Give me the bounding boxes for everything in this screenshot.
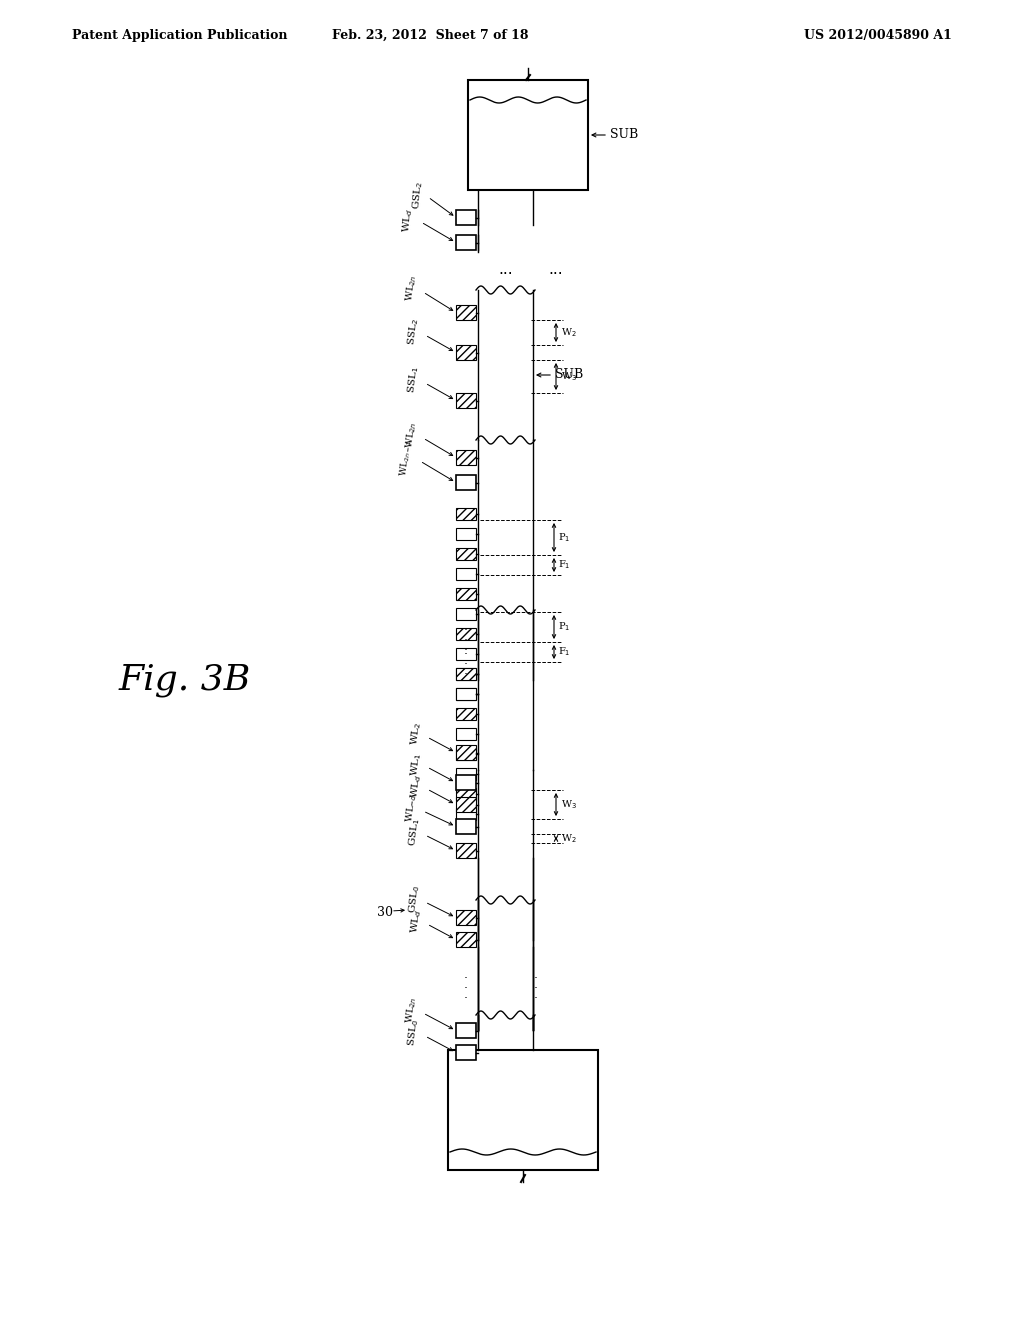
Text: .: . bbox=[464, 639, 468, 652]
Text: .: . bbox=[534, 989, 538, 1002]
Text: .: . bbox=[464, 644, 468, 656]
Text: ...: ... bbox=[548, 263, 563, 277]
Bar bbox=[456, 688, 476, 700]
Bar bbox=[456, 528, 476, 540]
Text: P$_1$: P$_1$ bbox=[558, 531, 570, 544]
Text: .: . bbox=[464, 978, 468, 991]
Bar bbox=[456, 818, 476, 834]
Bar bbox=[456, 508, 476, 520]
Text: WL$_1$: WL$_1$ bbox=[409, 751, 424, 776]
Text: GSL$_2$: GSL$_2$ bbox=[411, 181, 426, 210]
Bar bbox=[456, 744, 476, 760]
Bar bbox=[456, 393, 476, 408]
Bar bbox=[456, 235, 476, 249]
Bar bbox=[456, 628, 476, 640]
Bar bbox=[456, 843, 476, 858]
Bar bbox=[456, 210, 476, 224]
Text: WL$_{2n}$: WL$_{2n}$ bbox=[403, 275, 419, 302]
Bar bbox=[456, 668, 476, 680]
Text: SUB: SUB bbox=[610, 128, 638, 141]
Text: WL$_d$: WL$_d$ bbox=[400, 207, 416, 232]
Text: WL$_{2n}$: WL$_{2n}$ bbox=[403, 421, 419, 449]
Bar bbox=[456, 587, 476, 601]
Text: 30: 30 bbox=[377, 906, 393, 919]
Bar bbox=[456, 345, 476, 360]
Bar bbox=[456, 909, 476, 925]
Text: US 2012/0045890 A1: US 2012/0045890 A1 bbox=[804, 29, 952, 41]
Bar bbox=[456, 797, 476, 812]
Text: W$_2$: W$_2$ bbox=[561, 832, 577, 845]
Bar bbox=[456, 1023, 476, 1038]
Bar bbox=[456, 1045, 476, 1060]
Text: WL$_d$: WL$_d$ bbox=[409, 774, 424, 799]
Text: .: . bbox=[464, 989, 468, 1002]
Text: Patent Application Publication: Patent Application Publication bbox=[72, 29, 288, 41]
Bar bbox=[456, 668, 476, 680]
Bar bbox=[456, 729, 476, 741]
Bar bbox=[456, 808, 476, 820]
Text: WL$_2$: WL$_2$ bbox=[409, 722, 424, 746]
Text: SSL$_0$: SSL$_0$ bbox=[404, 1019, 421, 1047]
Text: SUB: SUB bbox=[555, 368, 584, 381]
Bar bbox=[456, 450, 476, 465]
Bar bbox=[456, 568, 476, 579]
Text: WL$_{2n-1}$: WL$_{2n-1}$ bbox=[397, 440, 415, 477]
Text: WL$_{-d}$: WL$_{-d}$ bbox=[402, 793, 419, 822]
Text: SSL$_1$: SSL$_1$ bbox=[404, 366, 421, 395]
Bar bbox=[468, 81, 588, 190]
Text: .: . bbox=[464, 969, 468, 982]
Text: F$_1$: F$_1$ bbox=[558, 645, 570, 659]
Bar bbox=[456, 768, 476, 780]
Bar bbox=[456, 748, 476, 760]
Text: ...: ... bbox=[499, 263, 513, 277]
Text: W$_3$: W$_3$ bbox=[561, 799, 577, 810]
Text: Feb. 23, 2012  Sheet 7 of 18: Feb. 23, 2012 Sheet 7 of 18 bbox=[332, 29, 528, 41]
Bar bbox=[456, 475, 476, 490]
Text: P$_1$: P$_1$ bbox=[558, 620, 570, 634]
Text: .: . bbox=[464, 664, 468, 676]
Text: .: . bbox=[534, 978, 538, 991]
Bar bbox=[456, 788, 476, 800]
Bar bbox=[449, 1049, 598, 1170]
Bar bbox=[456, 932, 476, 946]
Text: GSL$_0$: GSL$_0$ bbox=[406, 884, 422, 913]
Bar bbox=[456, 548, 476, 560]
Text: W$_3$: W$_3$ bbox=[561, 370, 577, 383]
Text: .: . bbox=[464, 630, 468, 643]
Text: Fig. 3B: Fig. 3B bbox=[119, 663, 251, 697]
Bar bbox=[456, 708, 476, 719]
Text: WL$_{2n}$: WL$_{2n}$ bbox=[403, 995, 419, 1024]
Bar bbox=[456, 688, 476, 700]
Text: .: . bbox=[464, 653, 468, 667]
Bar bbox=[456, 305, 476, 319]
Text: GSL$_1$: GSL$_1$ bbox=[406, 817, 422, 847]
Text: .: . bbox=[534, 969, 538, 982]
Bar bbox=[456, 775, 476, 789]
Text: W$_2$: W$_2$ bbox=[561, 326, 577, 339]
Bar bbox=[456, 648, 476, 660]
Text: F$_1$: F$_1$ bbox=[558, 558, 570, 572]
Text: .: . bbox=[464, 619, 468, 632]
Bar bbox=[456, 609, 476, 620]
Text: WL$_d$: WL$_d$ bbox=[409, 908, 424, 933]
Text: SSL$_2$: SSL$_2$ bbox=[406, 318, 421, 346]
